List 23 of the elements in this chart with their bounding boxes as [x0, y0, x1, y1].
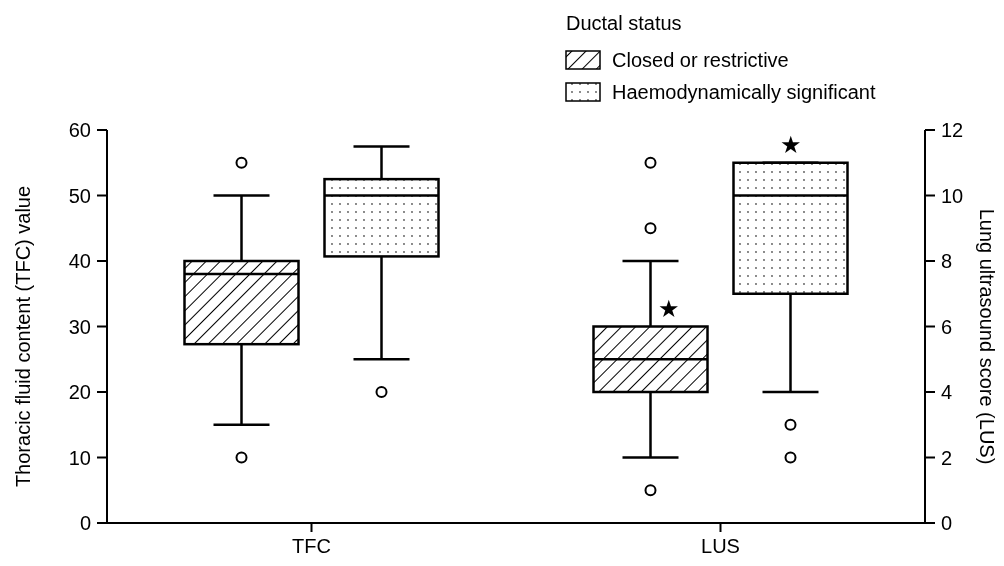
- y-tick-label: 60: [68, 119, 91, 141]
- x-tick-label: LUS: [701, 535, 740, 557]
- y-tick-label: 30: [68, 315, 91, 338]
- y-axis-title: Thoracic fluid content (TFC) value: [12, 185, 34, 488]
- y-tick-label: 0: [79, 512, 91, 534]
- y2-tick-label: 8: [941, 250, 953, 272]
- annotation: ★: [657, 295, 680, 322]
- y2-tick-label: 6: [941, 315, 953, 338]
- legend-title: Ductal status: [566, 12, 682, 34]
- y-tick-label: 20: [68, 381, 91, 403]
- y-tick-label: 50: [68, 184, 91, 207]
- annotation: ★: [779, 131, 802, 159]
- x-tick-label: TFC: [292, 535, 331, 557]
- y2-tick-label: 12: [941, 119, 964, 141]
- y-tick-label: 40: [68, 250, 91, 272]
- y2-tick-label: 2: [941, 446, 953, 469]
- y2-axis-title: Lung ultrasound score (LUS): [976, 208, 998, 465]
- legend-label: Haemodynamically significant: [612, 81, 876, 103]
- y2-tick-label: 4: [941, 381, 953, 403]
- y2-tick-label: 10: [941, 184, 964, 207]
- y2-tick-label: 0: [941, 512, 953, 534]
- y-tick-label: 10: [68, 446, 91, 469]
- legend-label: Closed or restrictive: [612, 49, 789, 71]
